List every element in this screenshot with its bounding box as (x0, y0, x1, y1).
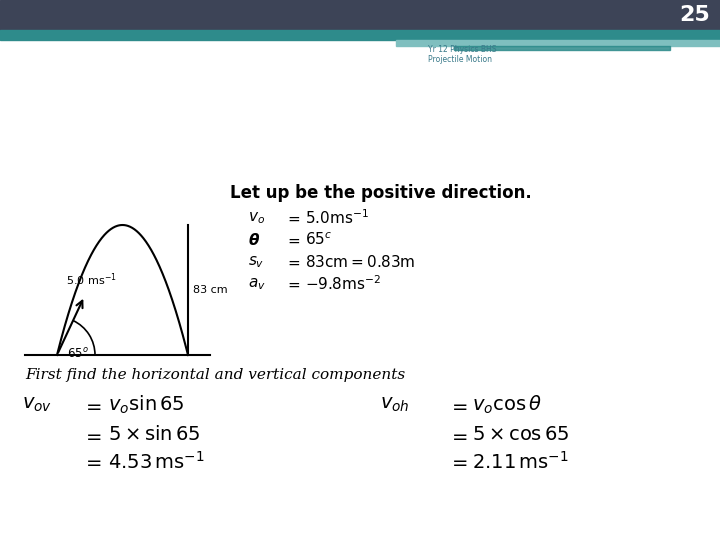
Text: $v_{ov}$: $v_{ov}$ (22, 396, 52, 414)
Text: $=$: $=$ (285, 233, 301, 247)
Text: Yr 12 Physics BHS: Yr 12 Physics BHS (428, 45, 497, 54)
Text: $v_{oh}$: $v_{oh}$ (380, 396, 410, 414)
Text: $=$: $=$ (448, 426, 468, 444)
Text: $=$: $=$ (82, 395, 102, 415)
Text: $=$: $=$ (285, 276, 301, 292)
Text: $65^c$: $65^c$ (305, 232, 332, 248)
Text: $=$: $=$ (82, 426, 102, 444)
Text: $=$: $=$ (448, 395, 468, 415)
Text: 83 cm: 83 cm (193, 285, 228, 295)
Text: $2.11\,\mathrm{ms}^{-1}$: $2.11\,\mathrm{ms}^{-1}$ (472, 451, 569, 473)
Text: Projectile Motion: Projectile Motion (428, 55, 492, 64)
Text: $65^o$: $65^o$ (67, 347, 89, 361)
Bar (0, 0, 720, 30)
Bar (454, 46, 670, 50)
Text: $\boldsymbol{s_v}$: $\boldsymbol{s_v}$ (248, 254, 264, 270)
Text: $=$: $=$ (448, 453, 468, 471)
Text: $5 \times \cos 65$: $5 \times \cos 65$ (472, 426, 570, 444)
Text: $=$: $=$ (285, 254, 301, 269)
Text: $=$: $=$ (285, 211, 301, 226)
Text: $\boldsymbol{\theta}$: $\boldsymbol{\theta}$ (248, 232, 260, 248)
Text: $v_o \cos\theta$: $v_o \cos\theta$ (472, 394, 542, 416)
Bar (396, 40, 720, 46)
Text: $5.0\ \mathrm{ms}^{-1}$: $5.0\ \mathrm{ms}^{-1}$ (66, 272, 117, 288)
Text: $-9.8\mathrm{ms}^{-2}$: $-9.8\mathrm{ms}^{-2}$ (305, 275, 381, 293)
Text: $=$: $=$ (82, 453, 102, 471)
Text: $\boldsymbol{a_v}$: $\boldsymbol{a_v}$ (248, 276, 266, 292)
Bar (0, 30, 720, 40)
Text: $v_o \sin 65$: $v_o \sin 65$ (108, 394, 185, 416)
Text: $4.53\,\mathrm{ms}^{-1}$: $4.53\,\mathrm{ms}^{-1}$ (108, 451, 204, 473)
Text: $\boldsymbol{v_o}$: $\boldsymbol{v_o}$ (248, 210, 265, 226)
Text: $83\mathrm{cm} = 0.83\mathrm{m}$: $83\mathrm{cm} = 0.83\mathrm{m}$ (305, 254, 415, 270)
Text: Let up be the positive direction.: Let up be the positive direction. (230, 184, 532, 202)
Text: 25: 25 (679, 5, 710, 25)
Text: $5 \times \sin 65$: $5 \times \sin 65$ (108, 426, 201, 444)
Text: First find the horizontal and vertical components: First find the horizontal and vertical c… (25, 368, 405, 382)
Text: $5.0\mathrm{ms}^{-1}$: $5.0\mathrm{ms}^{-1}$ (305, 208, 369, 227)
